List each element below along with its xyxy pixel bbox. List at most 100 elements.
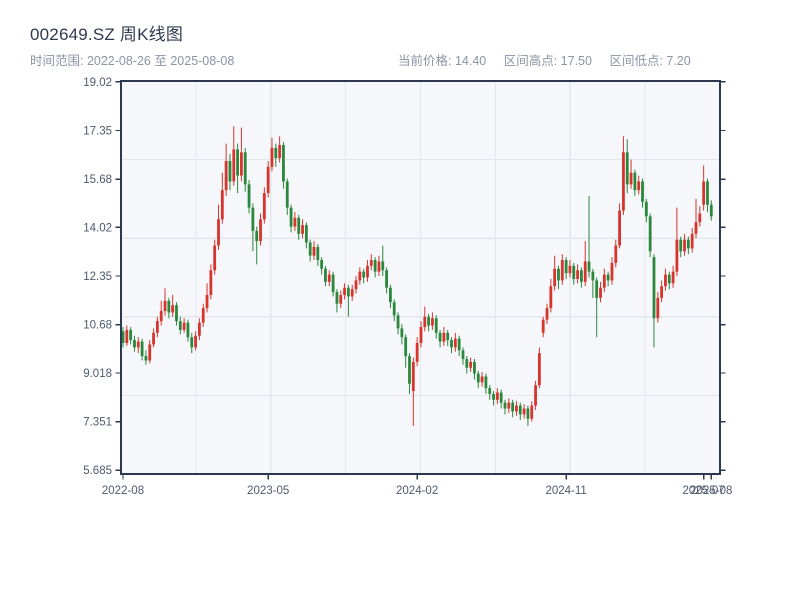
candle-body xyxy=(190,337,194,348)
candle-up xyxy=(358,267,362,285)
candle-body xyxy=(331,274,335,293)
candle-body xyxy=(205,294,209,309)
y-axis-tick-label: 12.35 xyxy=(83,271,112,283)
candle-up xyxy=(293,212,297,231)
candle-down xyxy=(389,284,392,309)
candle-down xyxy=(308,239,312,262)
candle-body xyxy=(285,181,289,208)
candle-body xyxy=(419,326,423,343)
candle-up xyxy=(690,228,694,253)
candle-body xyxy=(591,271,595,281)
candle-up xyxy=(163,288,167,316)
candle-body xyxy=(152,332,155,345)
candle-up xyxy=(171,294,175,317)
candle-up xyxy=(343,283,346,300)
candle-up xyxy=(213,239,217,275)
candle-down xyxy=(644,198,648,223)
candle-up xyxy=(698,206,702,227)
candle-body xyxy=(641,181,644,202)
candle-up xyxy=(423,306,427,332)
candle-up xyxy=(354,276,358,294)
candle-body xyxy=(652,257,656,319)
candle-body xyxy=(129,329,133,341)
candle-up xyxy=(136,337,140,354)
candle-down xyxy=(324,265,327,287)
candle-body xyxy=(530,405,534,419)
candle-body xyxy=(427,316,430,326)
candle-up xyxy=(431,312,434,330)
candle-body xyxy=(473,361,476,374)
candle-down xyxy=(274,143,278,167)
candle-down xyxy=(373,257,377,278)
candle-down xyxy=(633,169,637,196)
candle-body xyxy=(507,402,511,409)
candle-body xyxy=(366,265,369,278)
candle-down xyxy=(518,402,522,421)
candle-down xyxy=(331,271,335,297)
candle-down xyxy=(686,236,690,255)
candle-up xyxy=(182,318,186,333)
candle-down xyxy=(461,347,465,365)
candle-body xyxy=(324,268,327,282)
candle-down xyxy=(408,353,411,394)
candle-up xyxy=(159,300,163,326)
candle-body xyxy=(373,260,377,272)
candle-down xyxy=(346,284,350,317)
candle-body xyxy=(667,274,671,284)
candle-body xyxy=(610,262,614,281)
candle-body xyxy=(171,305,175,313)
candle-body xyxy=(270,147,274,167)
candle-body xyxy=(450,340,453,348)
candle-body xyxy=(354,280,358,290)
candle-down xyxy=(392,299,396,322)
candle-body xyxy=(706,181,709,205)
candle-body xyxy=(576,270,579,279)
candle-up xyxy=(469,357,473,373)
candle-up xyxy=(602,268,606,293)
candle-down xyxy=(335,289,339,313)
candle-body xyxy=(461,350,465,360)
candle-body xyxy=(274,147,278,159)
candle-body xyxy=(198,322,201,336)
candle-up xyxy=(507,398,511,413)
candle-up xyxy=(610,257,614,285)
candle-body xyxy=(297,217,301,234)
candle-up xyxy=(125,325,129,346)
x-axis-tick-label: 2024-02 xyxy=(396,485,438,497)
current-price-stat: 当前价格: 14.40 xyxy=(398,54,487,68)
candle-body xyxy=(568,265,572,274)
candle-body xyxy=(266,166,270,194)
candle-up xyxy=(240,127,243,182)
candle-up xyxy=(614,239,618,268)
candle-down xyxy=(140,338,144,361)
candle-body xyxy=(163,300,167,311)
candle-down xyxy=(255,226,259,265)
candle-down xyxy=(503,399,507,415)
candle-up xyxy=(419,321,423,348)
candle-body xyxy=(476,373,480,383)
candle-down xyxy=(595,277,599,338)
candle-up xyxy=(278,136,282,163)
y-axis-tick-label: 9.018 xyxy=(83,368,112,380)
candle-body xyxy=(690,233,694,249)
candle-down xyxy=(178,316,182,335)
candle-body xyxy=(136,341,140,348)
y-axis-tick-label: 14.02 xyxy=(83,222,112,234)
candle-body xyxy=(389,287,392,303)
candle-body xyxy=(423,316,427,327)
x-axis-tick-label: 2025-08 xyxy=(690,485,732,497)
candle-up xyxy=(224,143,228,196)
candle-body xyxy=(637,181,641,191)
candle-body xyxy=(503,402,507,409)
x-axis-tick-label: 2025-07 xyxy=(683,485,725,497)
candle-up xyxy=(534,380,537,410)
candle-down xyxy=(488,385,492,400)
candle-body xyxy=(553,268,557,287)
candle-body xyxy=(259,219,262,242)
candle-body xyxy=(709,204,713,217)
candle-down xyxy=(297,214,301,240)
candle-down xyxy=(129,326,133,345)
candle-body xyxy=(656,297,660,319)
candle-up xyxy=(675,207,679,277)
candle-up xyxy=(327,270,331,287)
